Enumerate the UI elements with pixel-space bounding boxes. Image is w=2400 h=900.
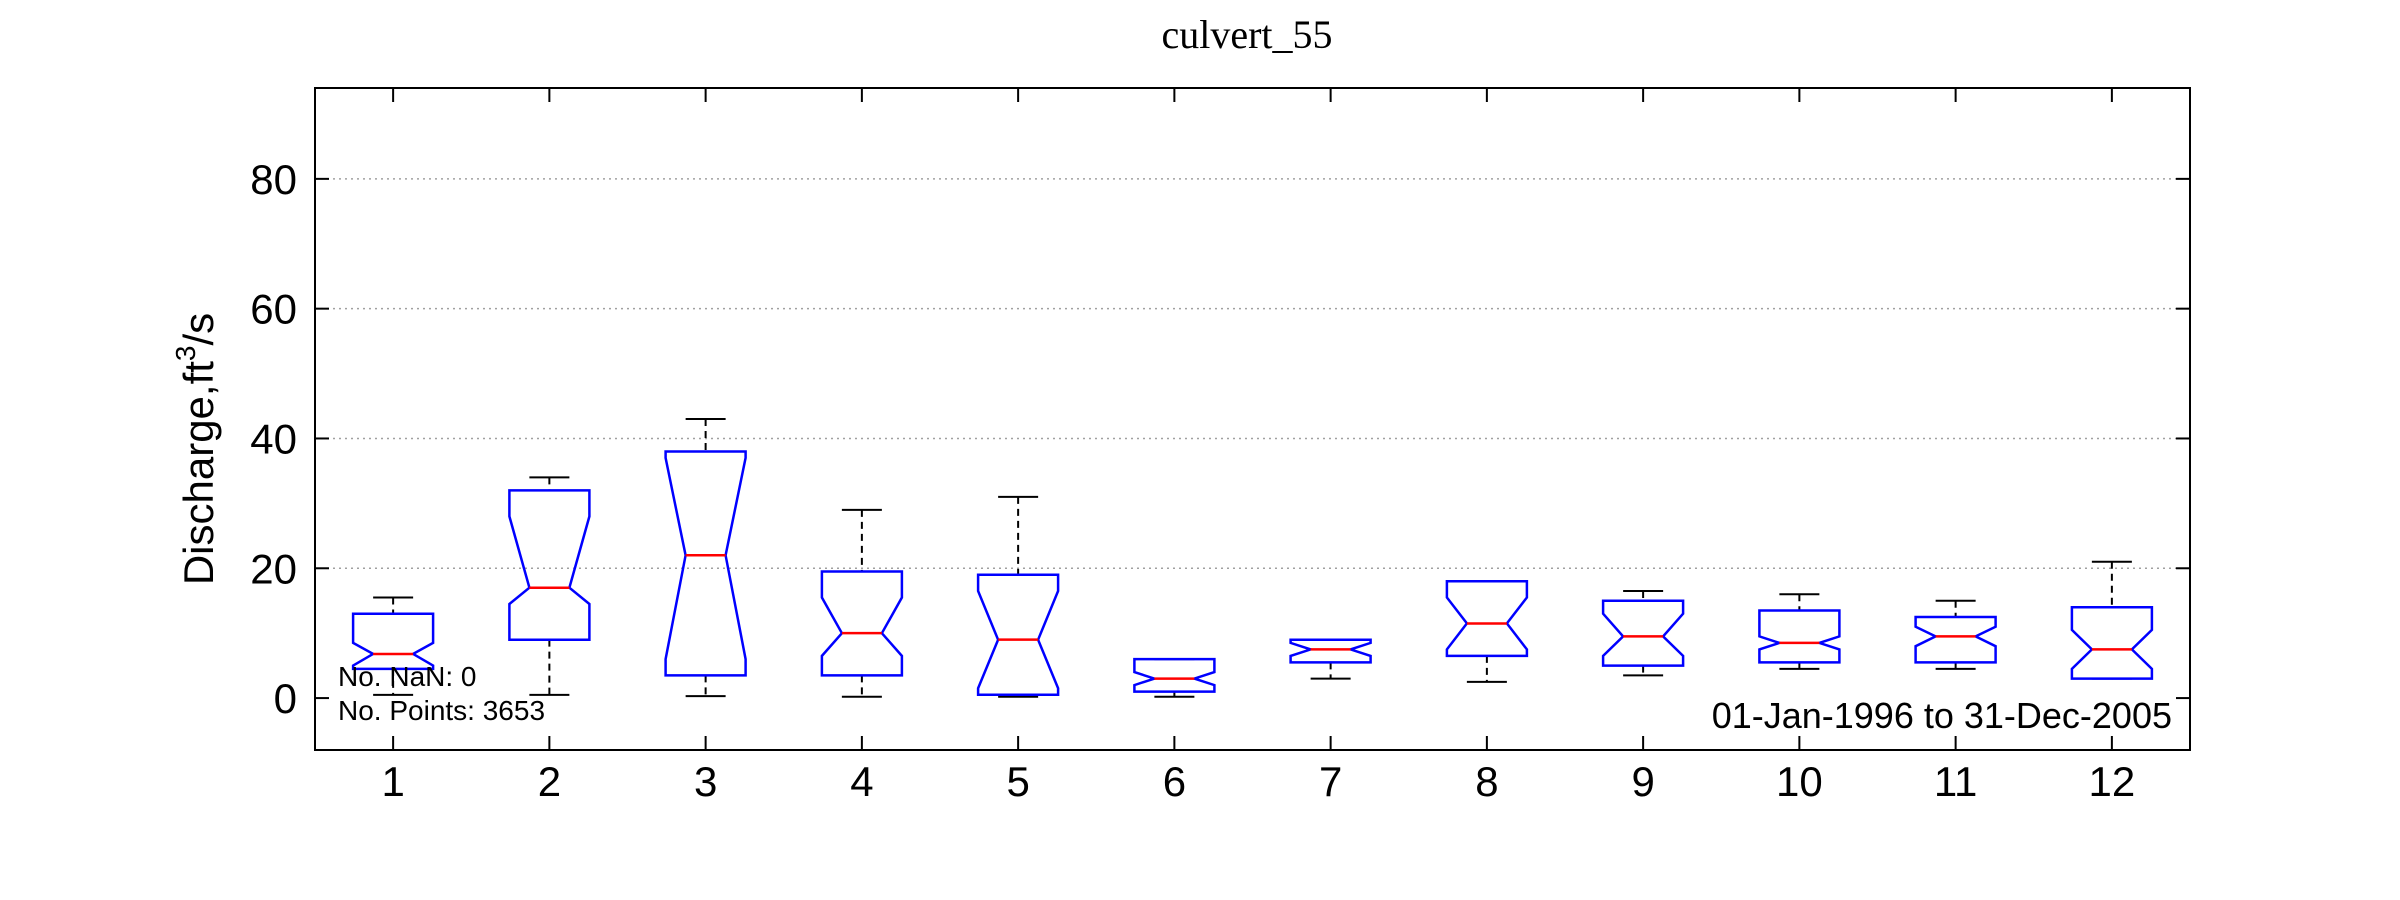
box-11 xyxy=(1914,599,1997,670)
y-axis-ticks: 0 20 40 60 80 xyxy=(250,156,2190,722)
y-axis-label-sup: 3 xyxy=(170,346,201,362)
box-9 xyxy=(1601,589,1685,677)
y-tick-label: 80 xyxy=(250,156,297,203)
x-tick-label: 9 xyxy=(1631,758,1654,805)
box-12 xyxy=(2070,560,2154,680)
x-tick-label: 6 xyxy=(1163,758,1186,805)
box-8 xyxy=(1445,580,1529,683)
box-7 xyxy=(1289,638,1372,680)
box-3 xyxy=(664,418,747,698)
notched-box xyxy=(1289,638,1372,664)
x-tick-label: 3 xyxy=(694,758,717,805)
x-axis-ticks: 1 2 3 4 5 6 7 8 9 10 11 12 xyxy=(381,88,2135,805)
box-5 xyxy=(976,495,1060,698)
y-tick-label: 0 xyxy=(274,675,297,722)
notched-box xyxy=(976,573,1060,697)
box-2 xyxy=(508,476,591,696)
notched-box xyxy=(1914,615,1997,664)
x-tick-label: 1 xyxy=(381,758,404,805)
box-10 xyxy=(1758,593,1841,670)
chart-title: culvert_55 xyxy=(1161,12,1332,57)
y-axis-label-main: Discharge,ft xyxy=(175,361,222,585)
notched-box xyxy=(664,450,747,677)
x-tick-label: 10 xyxy=(1776,758,1823,805)
notched-box xyxy=(1445,580,1529,658)
notched-box xyxy=(351,612,435,671)
y-axis-label-tail: /s xyxy=(175,313,222,346)
notched-box xyxy=(508,489,591,641)
plot-frame xyxy=(314,87,2191,751)
points-count-label: No. Points: 3653 xyxy=(338,695,545,726)
notched-box xyxy=(1601,599,1685,667)
y-tick-label: 60 xyxy=(250,286,297,333)
y-axis-label: Discharge,ft3/s xyxy=(170,313,222,585)
x-tick-label: 11 xyxy=(1934,758,1978,805)
y-tick-label: 40 xyxy=(250,415,297,462)
box-4 xyxy=(820,508,904,698)
notched-box xyxy=(1758,609,1841,664)
x-tick-label: 5 xyxy=(1006,758,1029,805)
x-tick-label: 7 xyxy=(1319,758,1342,805)
notched-box xyxy=(820,570,904,677)
notched-box xyxy=(2070,605,2154,680)
x-tick-label: 2 xyxy=(538,758,561,805)
x-tick-label: 4 xyxy=(850,758,873,805)
box-6 xyxy=(1133,657,1216,698)
notched-box xyxy=(1133,657,1216,693)
x-tick-label: 8 xyxy=(1475,758,1498,805)
box-1 xyxy=(351,596,435,696)
y-tick-label: 20 xyxy=(250,545,297,592)
nan-count-label: No. NaN: 0 xyxy=(338,661,477,692)
grid-lines xyxy=(315,178,2190,570)
box-series xyxy=(351,418,2154,698)
date-range-label: 01-Jan-1996 to 31-Dec-2005 xyxy=(1712,695,2172,736)
x-tick-label: 12 xyxy=(2089,758,2136,805)
